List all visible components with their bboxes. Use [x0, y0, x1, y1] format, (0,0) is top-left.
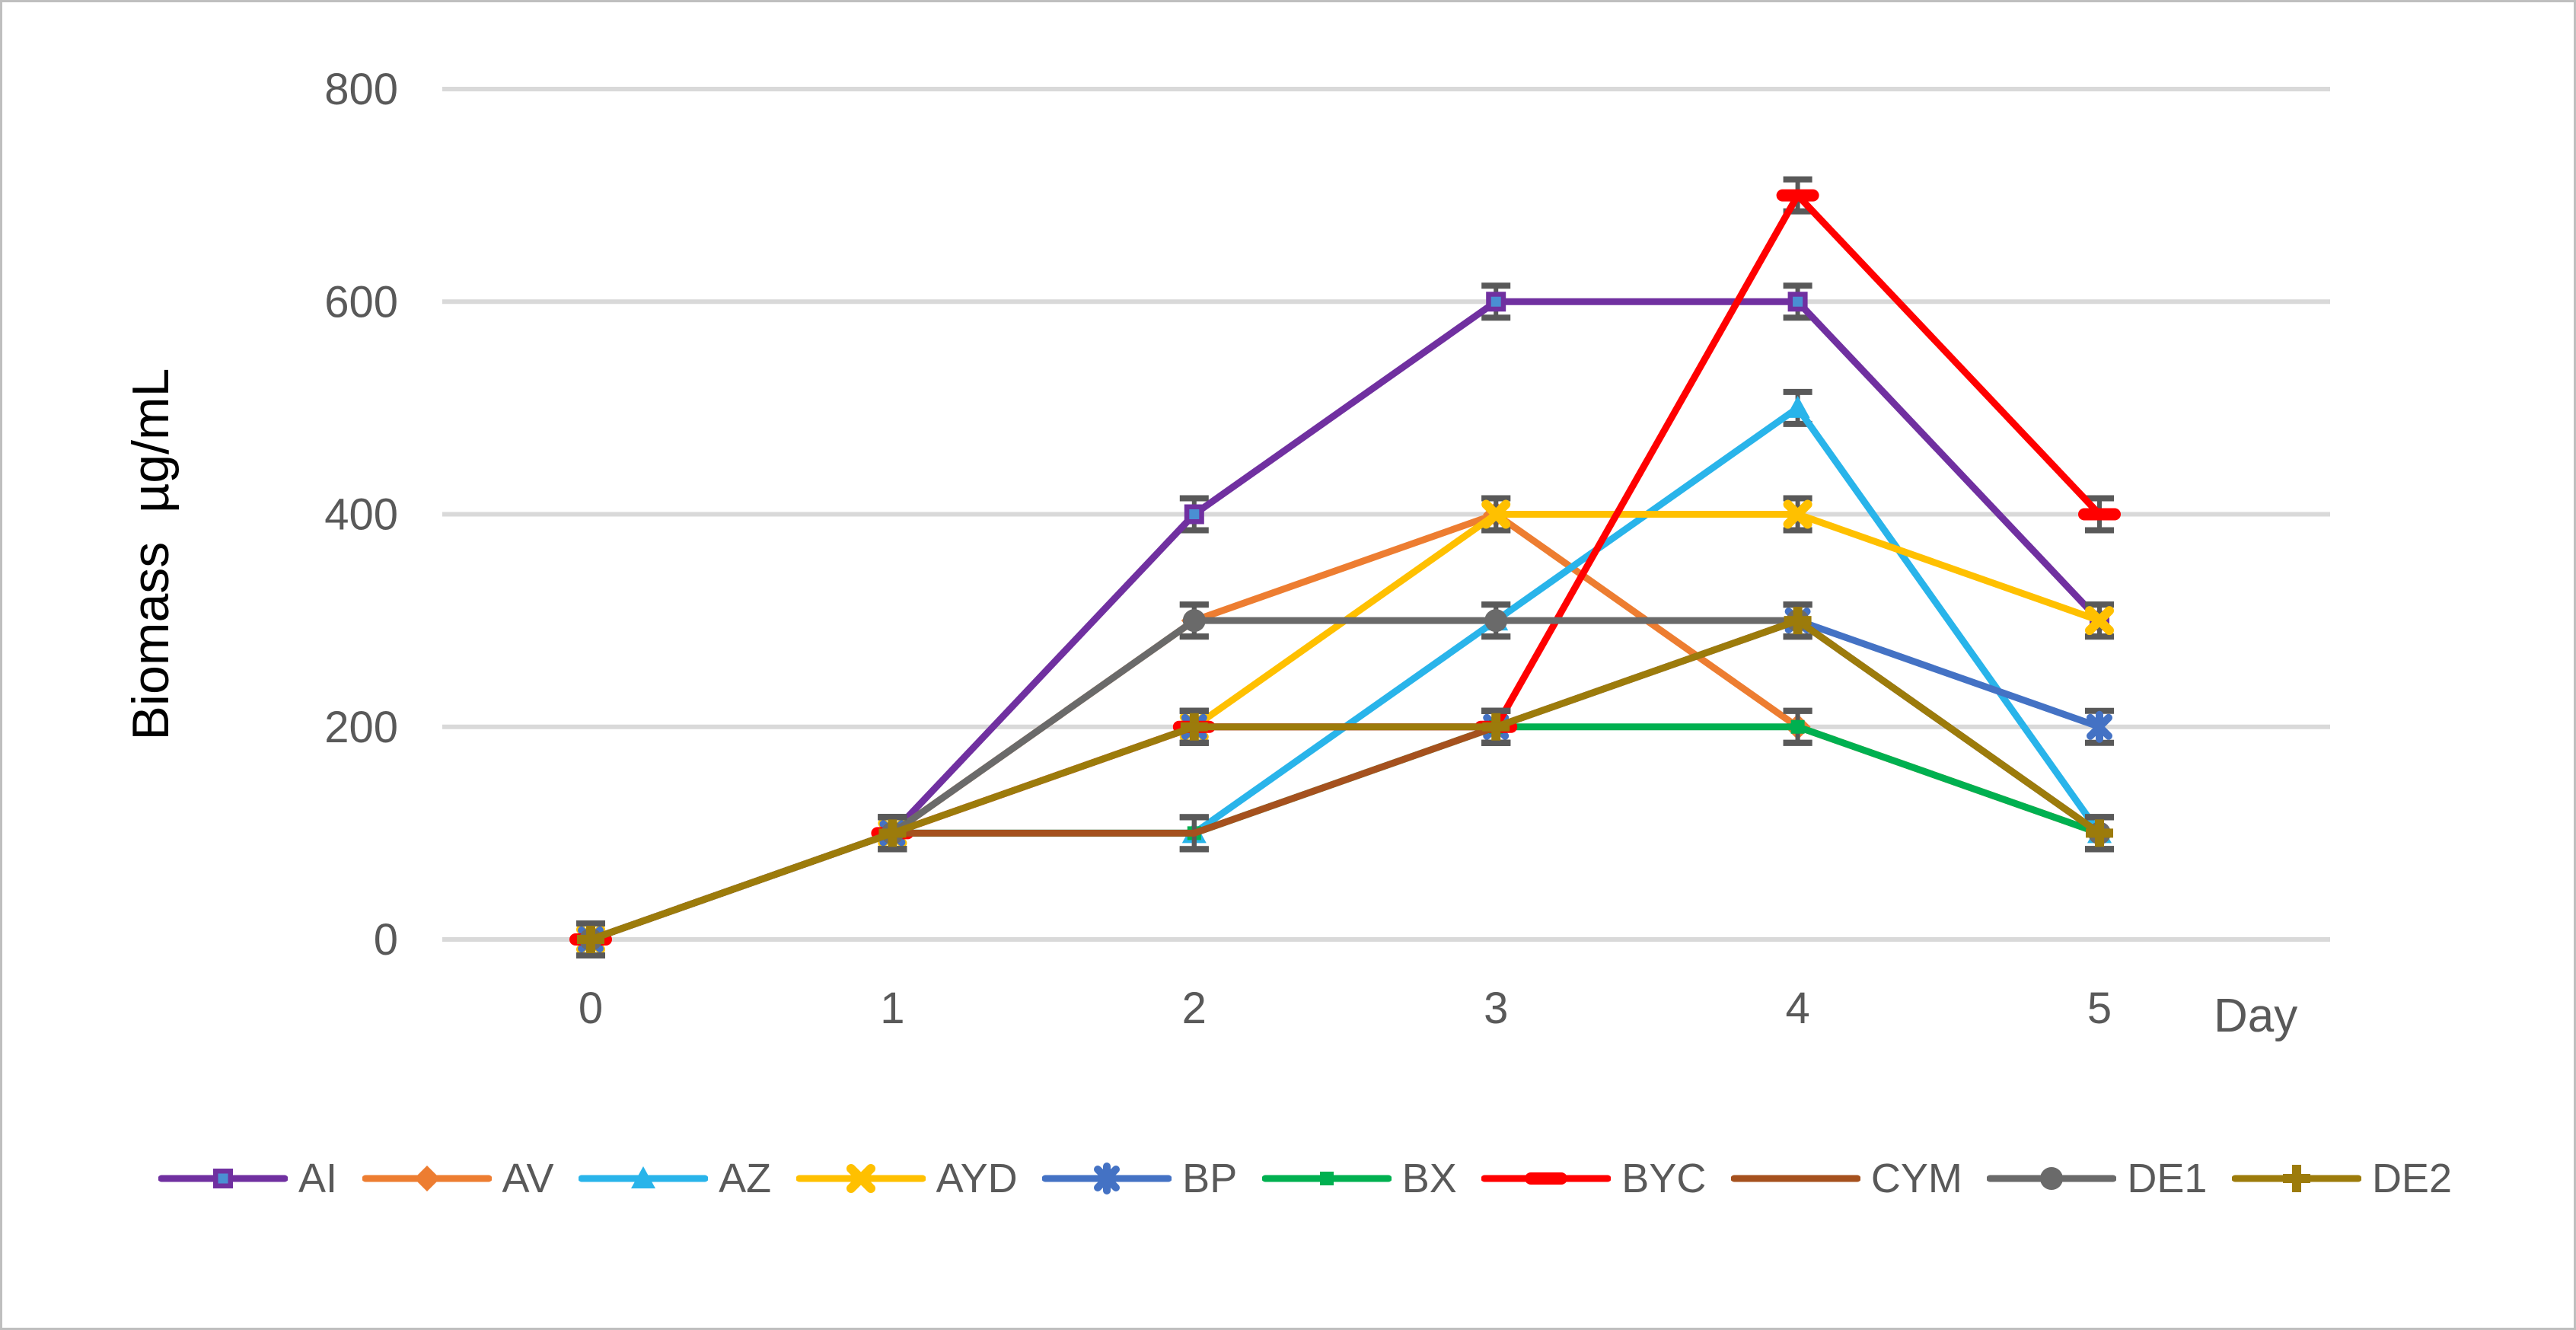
legend-label: AI — [298, 1156, 338, 1201]
series-AZ — [576, 388, 2114, 958]
legend-item-AZ: AZ — [579, 1154, 771, 1203]
x-tick-label: 1 — [880, 984, 904, 1033]
series-DE2 — [576, 601, 2114, 958]
series-layer — [569, 176, 2121, 958]
legend-item-AV: AV — [362, 1154, 554, 1203]
legend-item-BX: BX — [1261, 1154, 1457, 1203]
legend-item-AYD: AYD — [795, 1154, 1018, 1203]
legend-marker-AYD — [795, 1164, 926, 1193]
legend-label: AV — [502, 1156, 554, 1201]
x-axis-title: Day — [2214, 990, 2297, 1042]
legend-label: DE1 — [2127, 1156, 2208, 1201]
y-tick-label: 0 — [374, 915, 398, 965]
x-tick-label: 4 — [1785, 984, 1809, 1033]
legend-item-DE1: DE1 — [1987, 1154, 2207, 1203]
legend-item-BYC: BYC — [1481, 1154, 1706, 1203]
legend-marker-BP — [1042, 1163, 1172, 1194]
y-tick-label: 200 — [324, 703, 398, 752]
y-tick-label: 800 — [324, 65, 398, 114]
legend-marker-DE1 — [1987, 1167, 2117, 1190]
x-tick-label: 3 — [1484, 984, 1508, 1033]
legend-marker-CYM — [1730, 1175, 1860, 1182]
series-BX — [576, 707, 2114, 958]
legend-label: CYM — [1870, 1156, 1962, 1201]
legend-label: BYC — [1621, 1156, 1707, 1201]
legend: AI AV AZ AYD BP BX BYC CYM DE1 DE2 — [158, 1144, 2452, 1213]
x-tick-label: 0 — [579, 984, 603, 1033]
legend-label: DE2 — [2371, 1156, 2452, 1201]
legend-label: BX — [1401, 1156, 1457, 1201]
y-axis-tick-labels: 0 200 400 600 800 — [324, 65, 398, 965]
legend-marker-BX — [1261, 1172, 1392, 1185]
legend-item-AI: AI — [158, 1154, 337, 1203]
x-tick-label: 2 — [1182, 984, 1207, 1033]
legend-marker-AI — [158, 1169, 288, 1188]
legend-item-DE2: DE2 — [2231, 1154, 2452, 1203]
x-axis-tick-labels: 0 1 2 3 4 5 — [579, 984, 2112, 1033]
legend-label: BP — [1182, 1156, 1238, 1201]
legend-label: AYD — [936, 1156, 1018, 1201]
series-CYM — [576, 601, 2114, 958]
legend-marker-AZ — [579, 1166, 709, 1188]
legend-item-BP: BP — [1042, 1154, 1237, 1203]
legend-label: AZ — [719, 1156, 772, 1201]
x-tick-label: 5 — [2087, 984, 2112, 1033]
y-tick-label: 400 — [324, 490, 398, 540]
y-axis-title: Biomass µg/mL — [122, 368, 180, 741]
gridlines — [442, 87, 2330, 942]
y-tick-label: 600 — [324, 277, 398, 327]
legend-item-CYM: CYM — [1730, 1154, 1962, 1203]
legend-marker-AV — [362, 1166, 492, 1191]
legend-marker-DE2 — [2231, 1165, 2361, 1192]
legend-marker-BYC — [1481, 1172, 1612, 1185]
